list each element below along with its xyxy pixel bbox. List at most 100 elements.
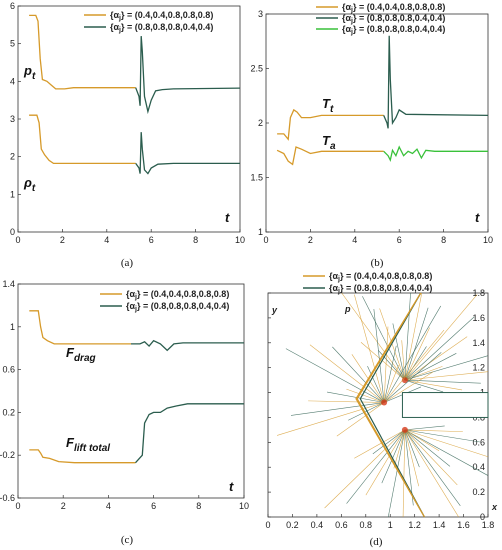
plot-frame-b (265, 13, 489, 233)
contour-line (324, 429, 406, 509)
legend-label-d: {αj} = (0.8,0.8,0.8,0.4,0.4) (329, 283, 432, 295)
y-tick-label-a: 1 (10, 189, 15, 199)
y-tick-label-b: 2 (258, 118, 263, 128)
y-tick-label-c: -0.6 (0, 493, 15, 503)
contour-line (401, 340, 406, 381)
contour-line (360, 342, 406, 381)
y-tick-label-a: 6 (10, 1, 15, 11)
contour-line (327, 391, 385, 403)
x-tick-label-c: 8 (196, 501, 201, 511)
contour-line (404, 429, 489, 476)
curve-annotation-a: pt (23, 63, 36, 82)
stagnation-point (401, 426, 408, 433)
y-tick-label-a: 2 (10, 152, 15, 162)
y-tick-label-b: 2.5 (250, 64, 263, 74)
contour-line (404, 355, 489, 381)
contour-line (402, 429, 406, 518)
x-tick-label-c: 10 (239, 501, 249, 511)
x-tick-label-a: 10 (235, 235, 245, 245)
x-tick-label-b: 4 (352, 235, 357, 245)
x-axis-label-a: t (225, 210, 230, 225)
x-tick-label-c: 4 (106, 501, 111, 511)
y-tick-label-d: 1.4 (472, 338, 485, 348)
x-tick-label-b: 10 (483, 235, 493, 245)
contour-line (346, 429, 406, 504)
contour-line (285, 348, 385, 403)
contour-line (383, 365, 399, 403)
stagnation-point (381, 399, 388, 406)
x-tick-label-b: 6 (397, 235, 402, 245)
x-tick-label-d: 1.4 (433, 520, 446, 530)
x-tick-label-c: 2 (61, 501, 66, 511)
curve-annotation-c: Fdrag (66, 345, 96, 364)
contour-field (276, 292, 489, 518)
contour-line (404, 379, 481, 384)
x-tick-label-a: 0 (15, 235, 20, 245)
curve-annotation-a: ρt (23, 175, 36, 194)
y-tick-label-c: 0.6 (2, 365, 15, 375)
contour-line (404, 429, 420, 468)
curve-annotation-b: Ta (322, 133, 336, 152)
contour-line (404, 371, 489, 381)
field-annotation-d: p (344, 304, 351, 314)
contour-line (365, 429, 406, 496)
y-tick-label-c: 1.4 (2, 279, 15, 289)
contour-line (379, 308, 406, 381)
x-tick-label-b: 8 (441, 235, 446, 245)
legend-label-c: {αj} = (0.4,0.4,0.8,0.8,0.8) (126, 289, 229, 301)
x-tick-label-a: 6 (149, 235, 154, 245)
contour-line (404, 327, 430, 381)
contour-line (404, 429, 440, 452)
x-tick-label-c: 0 (15, 501, 20, 511)
series-line-b-0-1 (276, 146, 384, 166)
plot-frame-a (17, 5, 241, 233)
contour-line (383, 326, 389, 403)
x-axis-label-b: t (475, 210, 480, 225)
curve-annotation-b: Tt (322, 96, 334, 115)
contour-line (404, 429, 420, 487)
y-tick-label-a: 4 (10, 76, 15, 86)
contour-line (387, 429, 406, 518)
x-tick-label-d: 1.6 (457, 520, 470, 530)
panel-caption-c: (c) (121, 534, 134, 546)
x-tick-label-d: 0.2 (286, 520, 299, 530)
x-tick-label-d: 1.2 (408, 520, 421, 530)
contour-line (404, 429, 480, 443)
contour-line (404, 425, 445, 431)
contour-line (381, 429, 406, 484)
contour-line (346, 388, 385, 403)
contour-line (404, 292, 423, 381)
contour-line (308, 400, 385, 403)
panel-caption-a: (a) (121, 257, 134, 269)
contour-line (404, 379, 444, 393)
x-tick-label-d: 1.8 (482, 520, 495, 530)
y-tick-label-c: -0.2 (0, 450, 15, 460)
contour-line (404, 336, 468, 381)
contour-line (367, 366, 385, 403)
y-tick-label-c: 0.2 (2, 407, 15, 417)
y-axis-label-d: y (271, 305, 278, 315)
contour-line (383, 305, 442, 403)
panel-caption-b: (b) (371, 257, 384, 269)
x-tick-label-b: 2 (308, 235, 313, 245)
y-tick-label-b: 1 (258, 227, 263, 237)
shock-front (356, 292, 425, 518)
contour-line (336, 402, 385, 437)
series-line-c-0-0 (29, 310, 131, 345)
y-tick-label-d: 1.2 (472, 363, 485, 373)
contour-line (348, 402, 385, 421)
body-plate (401, 392, 489, 418)
y-tick-label-a: 3 (10, 114, 15, 124)
contour-line (354, 429, 406, 459)
contour-line (404, 294, 478, 381)
y-tick-label-c: 1 (10, 322, 15, 332)
legend-label-b: {αj} = (0.8,0.8,0.8,0.4,0.4) (342, 24, 445, 36)
contour-line (290, 402, 385, 416)
y-tick-label-d: 0.6 (472, 437, 485, 447)
legend-label-b: {αj} = (0.8,0.8,0.8,0.4,0.4) (342, 13, 445, 25)
y-tick-label-d: 0 (480, 512, 485, 522)
contour-line (404, 429, 461, 506)
contour-line (373, 309, 385, 403)
y-tick-label-d: 1.8 (472, 288, 485, 298)
